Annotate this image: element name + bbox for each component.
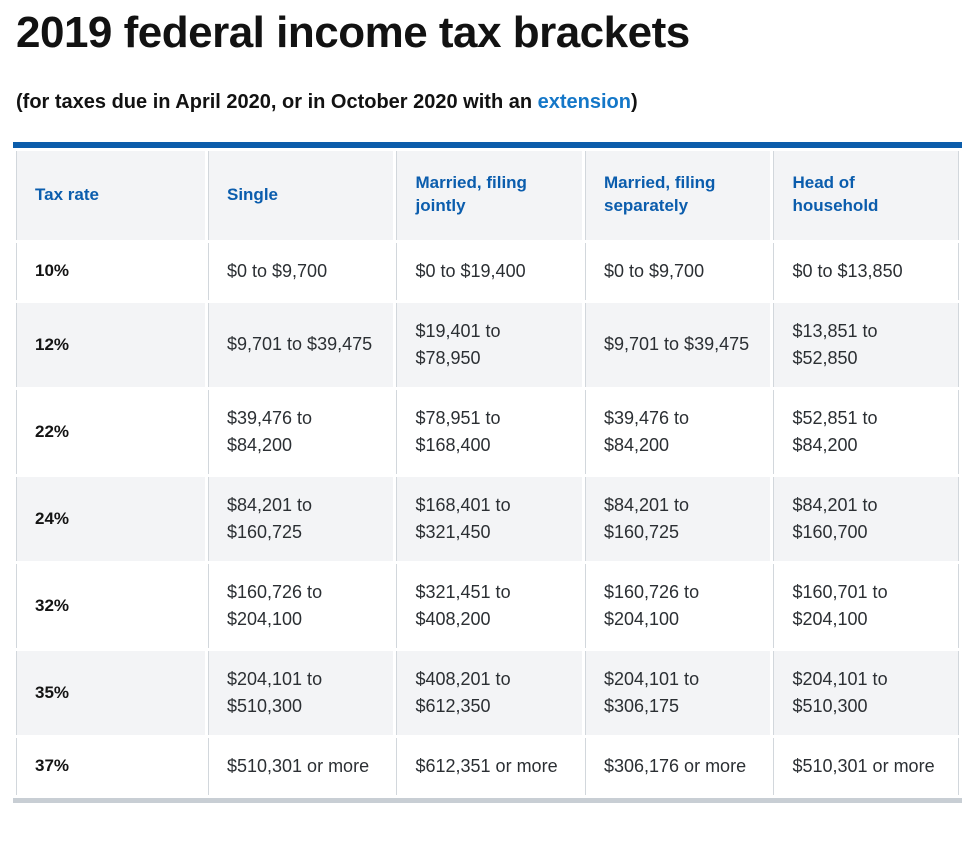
page-title: 2019 federal income tax brackets bbox=[16, 8, 690, 57]
range-cell: $39,476 to $84,200 bbox=[584, 389, 771, 474]
range-cell: $408,201 to $612,350 bbox=[396, 650, 582, 735]
range-cell: $0 to $19,400 bbox=[396, 242, 582, 300]
col-header-married-separately: Married, filing separately bbox=[584, 150, 771, 240]
rate-cell: 22% bbox=[16, 389, 205, 474]
range-cell: $306,176 or more bbox=[584, 737, 771, 795]
range-cell: $510,301 or more bbox=[773, 737, 959, 795]
rate-cell: 24% bbox=[16, 476, 205, 561]
extension-link[interactable]: extension bbox=[537, 90, 631, 113]
tax-brackets-table-container: Tax rate Single Married, filing jointly … bbox=[13, 141, 962, 803]
rate-cell: 37% bbox=[16, 737, 205, 795]
article-page: 2019 federal income tax brackets (for ta… bbox=[13, 8, 962, 803]
table-row: 10% $0 to $9,700 $0 to $19,400 $0 to $9,… bbox=[16, 242, 959, 300]
col-header-single: Single bbox=[207, 150, 394, 240]
range-cell: $160,701 to $204,100 bbox=[773, 563, 959, 648]
tax-brackets-table: Tax rate Single Married, filing jointly … bbox=[13, 148, 962, 798]
range-cell: $321,451 to $408,200 bbox=[396, 563, 582, 648]
range-cell: $84,201 to $160,700 bbox=[773, 476, 959, 561]
table-row: 22% $39,476 to $84,200 $78,951 to $168,4… bbox=[16, 389, 959, 474]
range-cell: $168,401 to $321,450 bbox=[396, 476, 582, 561]
range-cell: $510,301 or more bbox=[207, 737, 394, 795]
rate-cell: 12% bbox=[16, 302, 205, 387]
range-cell: $84,201 to $160,725 bbox=[207, 476, 394, 561]
range-cell: $0 to $13,850 bbox=[773, 242, 959, 300]
col-header-head-of-household: Head of household bbox=[773, 150, 959, 240]
rate-cell: 35% bbox=[16, 650, 205, 735]
col-header-tax-rate: Tax rate bbox=[16, 150, 205, 240]
range-cell: $39,476 to $84,200 bbox=[207, 389, 394, 474]
range-cell: $52,851 to $84,200 bbox=[773, 389, 959, 474]
range-cell: $0 to $9,700 bbox=[207, 242, 394, 300]
table-row: 35% $204,101 to $510,300 $408,201 to $61… bbox=[16, 650, 959, 735]
range-cell: $84,201 to $160,725 bbox=[584, 476, 771, 561]
table-row: 32% $160,726 to $204,100 $321,451 to $40… bbox=[16, 563, 959, 648]
range-cell: $19,401 to $78,950 bbox=[396, 302, 582, 387]
range-cell: $78,951 to $168,400 bbox=[396, 389, 582, 474]
table-row: 12% $9,701 to $39,475 $19,401 to $78,950… bbox=[16, 302, 959, 387]
range-cell: $9,701 to $39,475 bbox=[584, 302, 771, 387]
range-cell: $9,701 to $39,475 bbox=[207, 302, 394, 387]
subtitle-text-suffix: ) bbox=[630, 90, 638, 113]
range-cell: $204,101 to $306,175 bbox=[584, 650, 771, 735]
range-cell: $204,101 to $510,300 bbox=[773, 650, 959, 735]
range-cell: $160,726 to $204,100 bbox=[207, 563, 394, 648]
subtitle-text-prefix: (for taxes due in April 2020, or in Octo… bbox=[16, 90, 538, 113]
range-cell: $160,726 to $204,100 bbox=[584, 563, 771, 648]
table-row: 37% $510,301 or more $612,351 or more $3… bbox=[16, 737, 959, 795]
range-cell: $612,351 or more bbox=[396, 737, 582, 795]
subtitle: (for taxes due in April 2020, or in Octo… bbox=[16, 89, 962, 115]
rate-cell: 10% bbox=[16, 242, 205, 300]
table-row: 24% $84,201 to $160,725 $168,401 to $321… bbox=[16, 476, 959, 561]
range-cell: $13,851 to $52,850 bbox=[773, 302, 959, 387]
range-cell: $204,101 to $510,300 bbox=[207, 650, 394, 735]
range-cell: $0 to $9,700 bbox=[584, 242, 771, 300]
rate-cell: 32% bbox=[16, 563, 205, 648]
table-header-row: Tax rate Single Married, filing jointly … bbox=[16, 150, 959, 240]
col-header-married-jointly: Married, filing jointly bbox=[396, 150, 582, 240]
